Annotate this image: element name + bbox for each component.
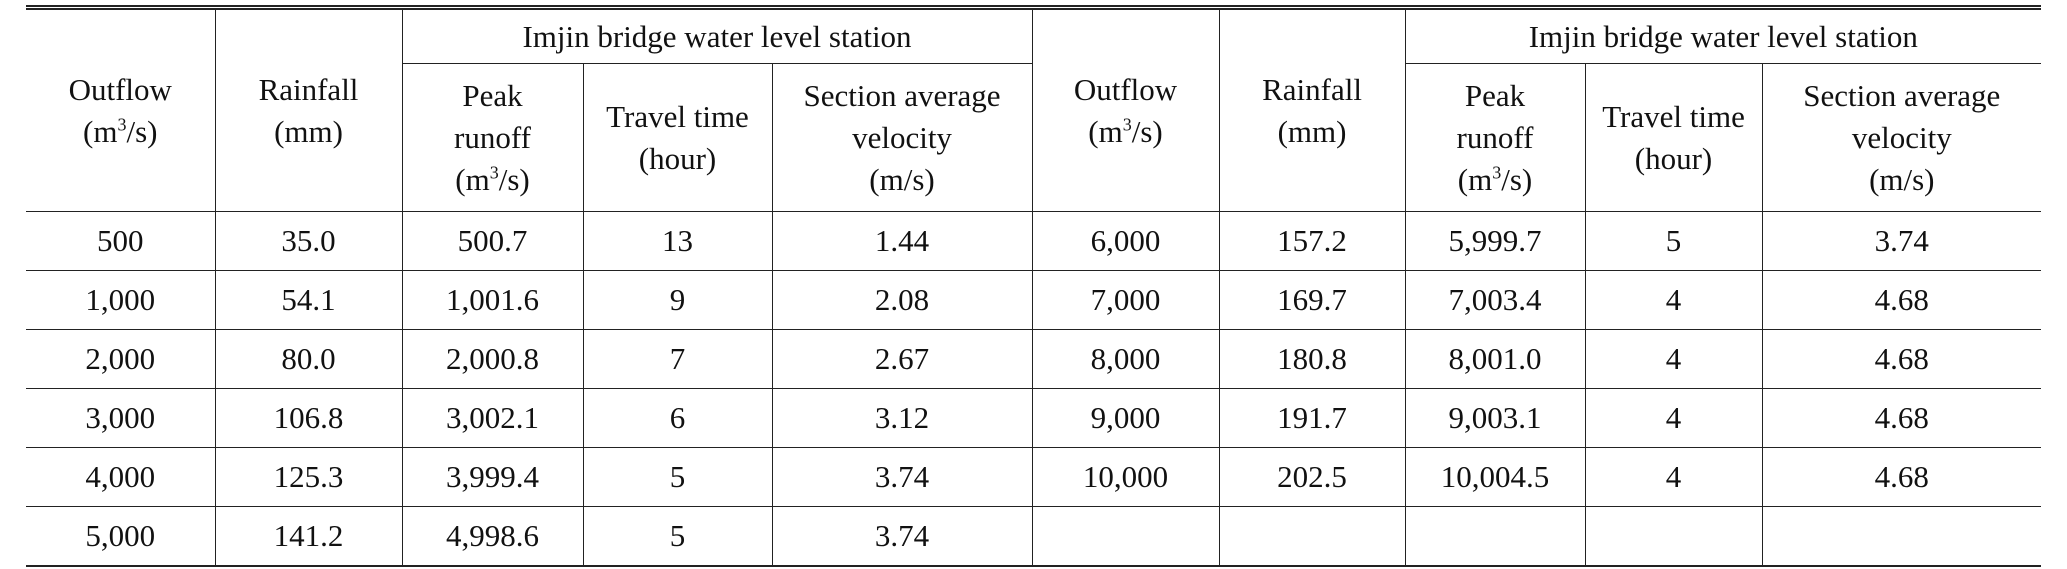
col-header-section-velocity-right: Section average velocity (m/s) xyxy=(1761,63,2042,212)
cell: 80.0 xyxy=(214,329,403,389)
col-header-travel-time: Travel time (hour) xyxy=(582,63,773,212)
cell: 8,001.0 xyxy=(1404,329,1586,389)
cell: 10,004.5 xyxy=(1404,447,1586,507)
cell: 9 xyxy=(582,270,773,330)
cell: 9,003.1 xyxy=(1404,388,1586,448)
col-header-peak-runoff: Peak runoff (m3/s) xyxy=(402,63,584,212)
cell: 2.08 xyxy=(771,270,1033,330)
cell: 4.68 xyxy=(1761,388,2042,448)
cell: 3,002.1 xyxy=(401,388,584,448)
cell: 4 xyxy=(1584,329,1763,389)
cell: 7,003.4 xyxy=(1404,270,1586,330)
cell: 4.68 xyxy=(1761,447,2042,507)
col-header-peak-runoff-right: Peak runoff (m3/s) xyxy=(1404,63,1586,212)
cell: 3,999.4 xyxy=(401,447,584,507)
cell: 9,000 xyxy=(1031,388,1220,448)
cell: 125.3 xyxy=(214,447,403,507)
cell: 5 xyxy=(582,447,773,507)
cell: 4.68 xyxy=(1761,329,2042,389)
cell: 1.44 xyxy=(771,211,1033,271)
cell: 202.5 xyxy=(1218,447,1406,507)
cell: 141.2 xyxy=(214,506,403,567)
cell-empty xyxy=(1218,506,1406,567)
cell: 6 xyxy=(582,388,773,448)
cell: 3,000 xyxy=(26,388,216,448)
cell: 4 xyxy=(1584,447,1763,507)
cell: 500.7 xyxy=(401,211,584,271)
cell-empty xyxy=(1031,506,1220,567)
cell: 1,000 xyxy=(26,270,216,330)
cell: 191.7 xyxy=(1218,388,1406,448)
table-row: 5,000 141.2 4,998.6 5 3.74 xyxy=(26,506,2042,567)
cell: 2.67 xyxy=(771,329,1033,389)
cell: 5,000 xyxy=(26,506,216,567)
cell: 7,000 xyxy=(1031,270,1220,330)
cell: 8,000 xyxy=(1031,329,1220,389)
cell: 35.0 xyxy=(214,211,403,271)
group-header-imjin-bridge: Imjin bridge water level station xyxy=(401,5,1033,64)
cell-empty xyxy=(1761,506,2042,567)
col-header-rainfall: Rainfall (mm) xyxy=(214,5,403,212)
col-header-rainfall-right: Rainfall (mm) xyxy=(1218,5,1406,212)
col-header-outflow: Outflow (m3/s) xyxy=(26,5,216,212)
cell: 3.74 xyxy=(771,447,1033,507)
cell: 106.8 xyxy=(214,388,403,448)
cell: 3.74 xyxy=(1761,211,2042,271)
table-row: 1,000 54.1 1,001.6 9 2.08 7,000 169.7 7,… xyxy=(26,270,2042,330)
cell: 6,000 xyxy=(1031,211,1220,271)
cell: 2,000 xyxy=(26,329,216,389)
cell: 3.12 xyxy=(771,388,1033,448)
cell: 2,000.8 xyxy=(401,329,584,389)
cell: 7 xyxy=(582,329,773,389)
cell: 10,000 xyxy=(1031,447,1220,507)
cell: 13 xyxy=(582,211,773,271)
col-header-travel-time-right: Travel time (hour) xyxy=(1584,63,1763,212)
col-header-outflow-right: Outflow (m3/s) xyxy=(1031,5,1220,212)
cell: 500 xyxy=(26,211,216,271)
cell: 1,001.6 xyxy=(401,270,584,330)
cell: 5 xyxy=(582,506,773,567)
cell: 54.1 xyxy=(214,270,403,330)
cell: 4 xyxy=(1584,388,1763,448)
runoff-travel-time-table: Outflow (m3/s) Rainfall (mm) Imjin bridg… xyxy=(26,5,2042,567)
cell: 5,999.7 xyxy=(1404,211,1586,271)
cell: 4 xyxy=(1584,270,1763,330)
header-row-group: Outflow (m3/s) Rainfall (mm) Imjin bridg… xyxy=(26,5,2042,212)
cell-empty xyxy=(1584,506,1763,567)
cell: 4,998.6 xyxy=(401,506,584,567)
cell: 169.7 xyxy=(1218,270,1406,330)
cell-empty xyxy=(1404,506,1586,567)
header-row-sub: Peak runoff (m3/s) Travel time (hour) Se… xyxy=(26,63,2042,212)
table-row: 4,000 125.3 3,999.4 5 3.74 10,000 202.5 … xyxy=(26,447,2042,507)
cell: 5 xyxy=(1584,211,1763,271)
table-row: 500 35.0 500.7 13 1.44 6,000 157.2 5,999… xyxy=(26,211,2042,271)
table-row: 2,000 80.0 2,000.8 7 2.67 8,000 180.8 8,… xyxy=(26,329,2042,389)
cell: 3.74 xyxy=(771,506,1033,567)
table-row: 3,000 106.8 3,002.1 6 3.12 9,000 191.7 9… xyxy=(26,388,2042,448)
cell: 4,000 xyxy=(26,447,216,507)
col-header-section-velocity: Section average velocity (m/s) xyxy=(771,63,1033,212)
cell: 4.68 xyxy=(1761,270,2042,330)
group-header-imjin-bridge-right: Imjin bridge water level station xyxy=(1404,5,2042,64)
cell: 157.2 xyxy=(1218,211,1406,271)
cell: 180.8 xyxy=(1218,329,1406,389)
